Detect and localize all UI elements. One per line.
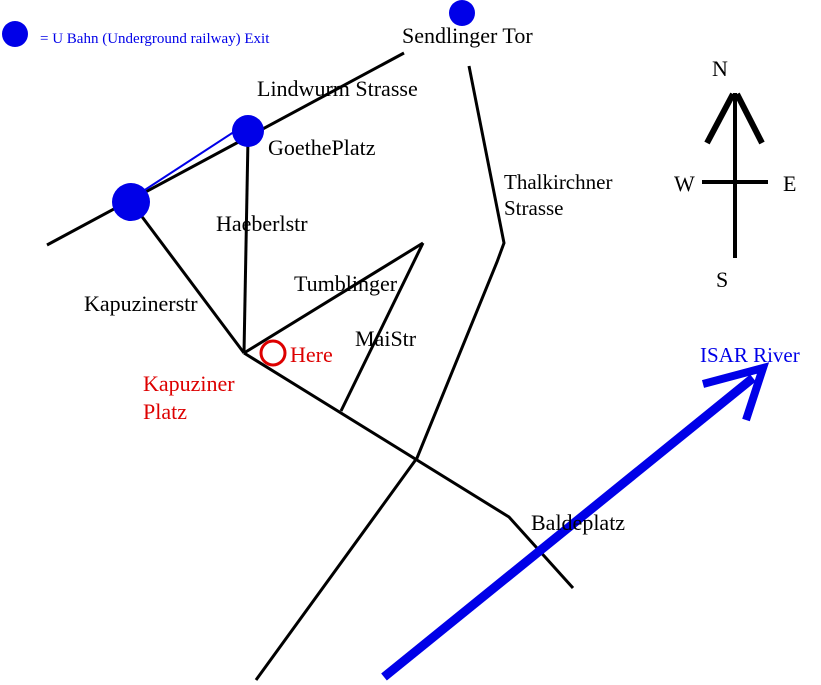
isar-river-arrowhead [701,362,770,422]
ubahn-dot-sendlinger-tor [449,0,475,26]
compass-rose: N W E S [674,56,796,292]
street-thalkirchner-strasse-line [254,65,506,681]
label-goetheplatz: GoethePlatz [268,135,376,160]
ubahn-dot-goetheplatz [232,115,264,147]
street-lindwurm-strasse-line [46,51,405,247]
label-here: Here [290,342,333,367]
label-sendlinger-tor: Sendlinger Tor [402,23,533,48]
label-kapuziner-platz-line2: Platz [143,399,187,424]
street-tumblinger-line [243,241,424,355]
label-maistr: MaiStr [355,326,417,351]
label-kapuzinerstr: Kapuzinerstr [84,291,198,316]
label-isar-river: ISAR River [700,343,800,367]
label-tumblinger: Tumblinger [294,271,398,296]
label-haeberlstr: Haeberlstr [216,211,308,236]
label-thalkirchner-line2: Strasse [504,196,564,220]
compass-arrow-left-barb [704,92,736,145]
street-maistr-line [339,242,425,412]
compass-arrow-right-barb [734,92,765,145]
compass-label-west: W [674,171,695,196]
compass-label-south: S [716,267,728,292]
label-thalkirchner-line1: Thalkirchner [504,170,612,194]
label-kapuziner-platz-line1: Kapuziner [143,371,235,396]
street-kapuzinerstr-line [129,201,246,354]
here-marker-circle [259,339,287,367]
street-to-baldeplatz-line [243,351,575,590]
legend-text: = U Bahn (Underground railway) Exit [40,31,270,47]
label-baldeplatz: Baldeplatz [531,510,625,535]
compass-label-east: E [783,171,796,196]
label-lindwurm-strasse: Lindwurm Strasse [257,76,418,101]
compass-label-north: N [712,56,728,81]
street-haeberlstr-line [242,137,250,354]
ubahn-dot-lindwurm-west [112,183,150,221]
ubahn-track-line [133,125,244,198]
legend-ubahn-dot [2,21,28,47]
isar-river-arrow-shaft [381,374,756,681]
